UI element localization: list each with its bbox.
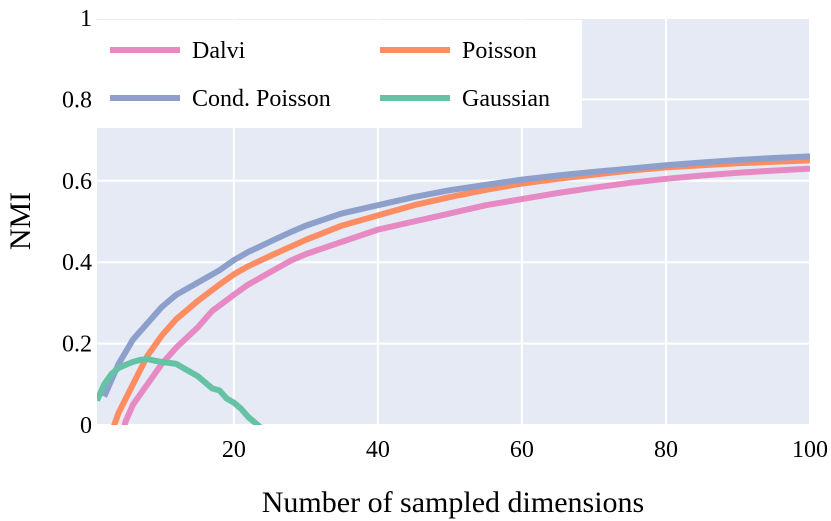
y-tick-label: 0.8 — [62, 87, 92, 113]
y-tick-label: 0.6 — [62, 169, 92, 195]
legend-label: Cond. Poisson — [192, 86, 331, 112]
y-tick-label: 1 — [80, 6, 92, 32]
legend-label: Dalvi — [192, 38, 246, 64]
x-axis-title: Number of sampled dimensions — [262, 486, 644, 519]
series-group — [97, 153, 810, 425]
legend: Dalvi Poisson Cond. Poisson Gaussian — [97, 20, 582, 128]
series-line-cond-poisson — [101, 153, 810, 398]
y-axis-title: NMI — [4, 192, 37, 250]
tick-labels: 20 40 60 80 100 0 0.2 0.4 0.6 0.8 1 — [62, 6, 828, 463]
y-tick-label: 0.2 — [62, 332, 92, 358]
legend-box — [97, 20, 582, 128]
x-tick-label: 100 — [792, 437, 828, 463]
y-tick-label: 0.4 — [62, 250, 92, 276]
y-tick-label: 0 — [80, 413, 92, 439]
legend-label: Gaussian — [462, 86, 550, 112]
x-tick-label: 20 — [222, 437, 246, 463]
x-tick-label: 40 — [366, 437, 390, 463]
x-tick-label: 80 — [654, 437, 678, 463]
legend-label: Poisson — [462, 38, 537, 64]
x-tick-label: 60 — [510, 437, 534, 463]
series-line-dalvi — [121, 165, 810, 425]
series-line-gaussian — [97, 356, 263, 425]
